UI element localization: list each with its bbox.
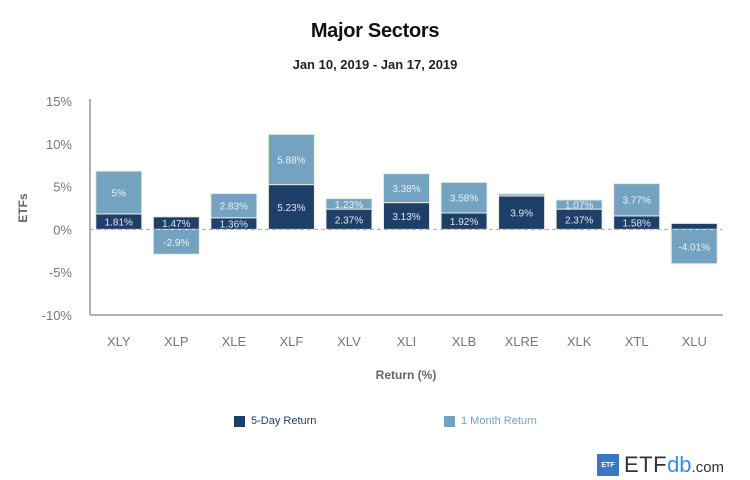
bar-data-label: 3.77% — [623, 196, 651, 207]
bar-data-label: 3.38% — [392, 184, 420, 195]
bar-1month[interactable] — [613, 183, 661, 217]
chart-title: Major Sectors — [310, 20, 440, 42]
y-tick-label: -5% — [49, 265, 73, 280]
x-tick-label: XLB — [452, 334, 477, 349]
y-tick-label: 5% — [53, 180, 72, 195]
bar-5day[interactable] — [498, 195, 546, 230]
x-tick-label: XLK — [567, 334, 592, 349]
etfdb-logo: ETF ETF db .com — [597, 452, 724, 478]
bar-1month[interactable] — [210, 193, 258, 219]
x-axis-ticks: XLY XLP XLE XLF XLV XLI XLB XLRE XLK XTL XLU — [107, 334, 707, 349]
bar-data-label: 5% — [112, 189, 127, 200]
legend-label-5day: 5-Day Return — [251, 415, 317, 427]
bar-data-label: 5.23% — [277, 203, 305, 214]
bars — [95, 133, 718, 265]
logo-text-com: .com — [691, 459, 725, 476]
bar-1month[interactable] — [267, 133, 315, 186]
x-tick-label: XLF — [279, 334, 303, 349]
bar-data-label: 1.58% — [623, 219, 651, 230]
bar-data-label: 3.13% — [392, 212, 420, 223]
chart-svg: 15% 10% 5% 0% -5% -10% 1.81% 5% 1.47% -2.9% 1.36%… — [16, 94, 723, 382]
bar-5day[interactable] — [383, 202, 430, 230]
bar-data-label: 3.9% — [510, 209, 533, 220]
bar-5day[interactable] — [670, 222, 718, 230]
legend-item-1month[interactable]: 1 Month Return — [444, 415, 537, 427]
chart-subtitle: Jan 10, 2019 - Jan 17, 2019 — [292, 57, 458, 72]
legend-item-5day[interactable]: 5-Day Return — [234, 415, 316, 427]
bar-5day[interactable] — [267, 184, 315, 230]
bar-data-label: 1.07% — [565, 201, 593, 212]
bar-data-label: 2.83% — [220, 202, 248, 213]
bar-1month[interactable] — [498, 193, 546, 197]
y-axis-label: ETFs — [16, 193, 30, 223]
bar-data-label: 1.47% — [162, 219, 190, 230]
bar-data-label: 1.23% — [335, 200, 363, 211]
x-tick-label: XLV — [337, 334, 361, 349]
logo-text-db: db — [667, 452, 692, 477]
legend-label-1month: 1 Month Return — [461, 415, 537, 427]
y-axis-ticks: 15% 10% 5% 0% -5% -10% — [42, 94, 73, 323]
bar-data-label: 5.88% — [277, 155, 305, 166]
bar-1month[interactable] — [440, 181, 488, 214]
y-tick-label: -10% — [42, 308, 73, 323]
bar-1month[interactable] — [325, 198, 373, 210]
bar-1month[interactable] — [383, 173, 430, 204]
legend-swatch-1month — [444, 415, 455, 427]
etf-badge-icon: ETF — [597, 454, 619, 476]
bar-data-label: 2.37% — [335, 215, 363, 226]
bar-1month[interactable] — [555, 199, 603, 210]
x-tick-label: XLRE — [505, 334, 539, 349]
x-tick-label: XLE — [222, 334, 247, 349]
bar-1month[interactable] — [95, 170, 143, 215]
x-tick-label: XLU — [682, 334, 707, 349]
x-tick-label: XLI — [397, 334, 417, 349]
legend-swatch-5day — [234, 415, 245, 427]
bar-data-label: 2.37% — [565, 215, 593, 226]
x-tick-label: XTL — [625, 334, 649, 349]
bar-data-label: -4.01% — [678, 243, 710, 254]
bar-data-label: 1.36% — [220, 220, 248, 231]
bar-data-label: -2.9% — [163, 238, 189, 249]
y-tick-label: 0% — [53, 222, 72, 237]
bar-data-label: 1.81% — [105, 218, 133, 229]
x-tick-label: XLY — [107, 334, 131, 349]
bar-labels: 1.81% 5% 1.47% -2.9% 1.36% 2.83% 5.23% 5.88% 2.3… — [105, 155, 711, 253]
y-tick-label: 10% — [46, 137, 72, 152]
x-tick-label: XLP — [164, 334, 189, 349]
bar-data-label: 1.92% — [450, 217, 478, 228]
logo-text-etf: ETF — [624, 452, 668, 477]
bar-data-label: 3.58% — [450, 194, 478, 205]
y-tick-label: 15% — [46, 94, 72, 109]
x-axis-label: Return (%) — [376, 368, 437, 382]
